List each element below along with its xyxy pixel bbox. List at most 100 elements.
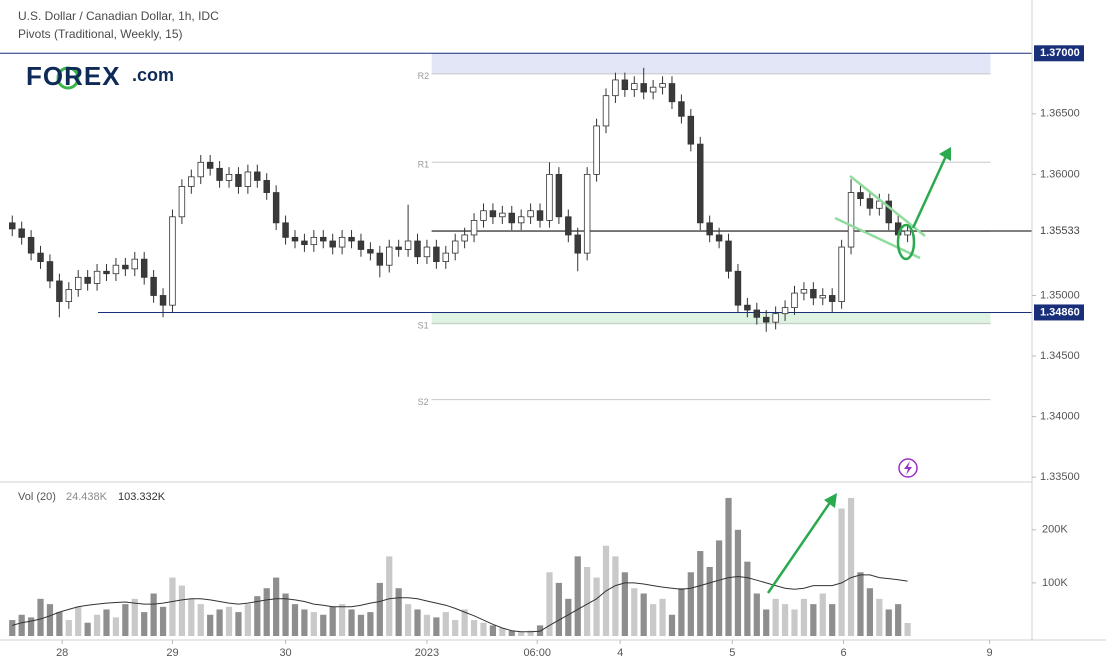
candle-body xyxy=(386,246,393,266)
candle-body xyxy=(847,192,855,248)
x-tick-label: 2023 xyxy=(415,647,439,659)
candle-body xyxy=(499,212,506,218)
volume-bar xyxy=(650,604,657,636)
volume-bar xyxy=(282,593,289,636)
volume-bar xyxy=(593,577,600,636)
volume-bar xyxy=(518,631,525,636)
pivot-band xyxy=(431,53,991,74)
arrow-head xyxy=(939,147,951,161)
volume-bar xyxy=(75,606,82,636)
candle-body xyxy=(140,258,148,278)
level-label: 1.34860 xyxy=(1040,306,1080,318)
candle-body xyxy=(810,289,817,299)
volume-bar xyxy=(772,598,779,636)
y-tick-label: 1.33500 xyxy=(1040,471,1080,483)
candle-body xyxy=(659,83,666,88)
x-tick-label: 5 xyxy=(729,647,735,659)
volume-bar xyxy=(678,588,685,636)
volume-bar xyxy=(489,625,497,636)
candle-body xyxy=(56,280,63,302)
volume-arrow-shaft xyxy=(766,500,833,594)
candle-body xyxy=(216,167,223,181)
logo: FOREX .com xyxy=(26,61,174,91)
volume-bar xyxy=(480,622,487,636)
volume-bar xyxy=(725,497,732,636)
pivot-label: R2 xyxy=(418,71,430,81)
back-layer: R2 R1 S1 S2 xyxy=(0,52,1032,407)
volume-bar xyxy=(640,593,647,636)
candle-body xyxy=(527,210,534,218)
pivot-band xyxy=(431,312,991,325)
volume-title: Vol (20) xyxy=(18,491,56,503)
candle-body xyxy=(27,236,35,254)
volume-bar xyxy=(18,614,25,636)
candle-body xyxy=(781,307,789,315)
candle-body xyxy=(772,313,779,323)
candle-body xyxy=(131,258,139,270)
volume-bar xyxy=(310,612,317,636)
volume-bar xyxy=(800,598,808,636)
candle-body xyxy=(65,289,73,302)
candle-body xyxy=(451,240,459,254)
candle-body xyxy=(329,240,336,248)
candle-body xyxy=(367,249,374,254)
volume-ma-line xyxy=(12,574,908,633)
y-tick-label: 200K xyxy=(1042,524,1068,536)
volume-bar xyxy=(885,609,892,636)
candle-body xyxy=(254,171,261,181)
candle-body xyxy=(320,236,327,242)
logo-ring xyxy=(56,66,80,90)
candle-body xyxy=(404,240,412,250)
candle-body xyxy=(310,236,318,246)
candle-body xyxy=(84,276,91,284)
candle-body xyxy=(263,180,270,193)
volume-bar xyxy=(225,606,233,636)
volume-bar xyxy=(339,604,346,636)
candle-body xyxy=(649,86,657,93)
volume-bar xyxy=(508,630,515,636)
chart-subtitle: Pivots (Traditional, Weekly, 15) xyxy=(18,27,183,41)
candle-body xyxy=(857,192,864,200)
volume-bar xyxy=(744,561,751,636)
volume-bar xyxy=(178,585,186,636)
y-tick-label: 1.36500 xyxy=(1040,108,1080,120)
volume-bar xyxy=(395,588,402,636)
annotations xyxy=(766,147,951,594)
volume-bar xyxy=(555,582,562,636)
candle-body xyxy=(866,198,874,209)
x-tick-label: 29 xyxy=(166,647,178,659)
level-label: 1.35533 xyxy=(1040,225,1080,237)
candle-body xyxy=(206,161,214,169)
candle-body xyxy=(725,240,732,272)
volume-bar xyxy=(122,604,129,636)
volume-bar xyxy=(386,556,393,636)
candle-body xyxy=(546,173,553,221)
candle-body xyxy=(800,289,808,294)
candle-body xyxy=(687,115,695,145)
volume-bar xyxy=(461,609,468,636)
volume-bar xyxy=(273,577,280,636)
event-icon[interactable] xyxy=(898,458,918,478)
volume-bar xyxy=(810,604,817,636)
volume-bar xyxy=(414,609,421,636)
volume-bar xyxy=(546,572,553,636)
candle-body xyxy=(301,240,308,246)
candle-body xyxy=(338,236,346,248)
candle-body xyxy=(593,125,600,175)
x-tick-label: 9 xyxy=(987,647,993,659)
candle-body xyxy=(93,270,101,284)
volume-bar xyxy=(376,582,383,636)
volume-bar xyxy=(734,529,742,636)
candle-body xyxy=(282,222,289,238)
candle-body xyxy=(602,95,610,127)
candle-body xyxy=(395,246,402,250)
volume-bar xyxy=(235,612,242,636)
volume-bar xyxy=(442,612,449,636)
candle-body xyxy=(9,222,16,230)
y-tick-label: 1.35000 xyxy=(1040,289,1080,301)
volume-bar xyxy=(659,598,666,636)
volume-bar xyxy=(687,572,694,636)
y-tick-label: 100K xyxy=(1042,577,1068,589)
volume-bar xyxy=(715,540,723,636)
